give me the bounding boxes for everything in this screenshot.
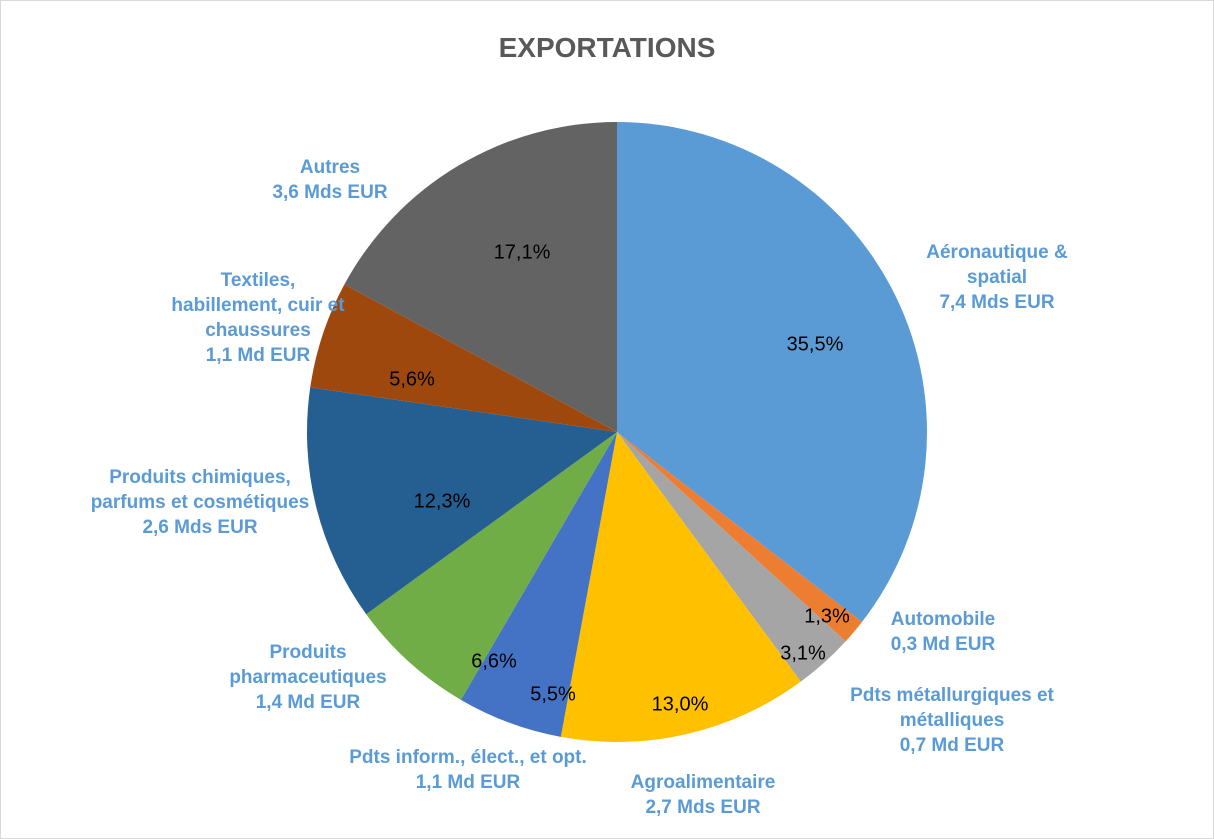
category-label-box: Produits chimiques, parfums et cosmétiqu…	[80, 465, 320, 540]
amount-label: 1,1 Md EUR	[205, 345, 311, 366]
category-label: Produits chimiques, parfums et cosmétiqu…	[90, 467, 310, 513]
category-label: Aéronautique & spatial	[926, 242, 1068, 288]
amount-label: 3,6 Mds EUR	[272, 182, 388, 203]
data-label: 5,5%	[530, 683, 576, 706]
category-label-box: Textiles, habillement, cuir et chaussure…	[168, 268, 348, 368]
data-label: 3,1%	[780, 642, 826, 665]
category-label: Pdts inform., élect., et opt.	[349, 747, 587, 768]
pie-slice	[310, 284, 617, 432]
pie-slice	[560, 432, 801, 743]
category-label: Agroalimentaire	[630, 772, 776, 793]
amount-label: 1,4 Md EUR	[255, 692, 361, 713]
amount-label: 1,1 Md EUR	[415, 772, 521, 793]
category-label-box: Produits pharmaceutiques 1,4 Md EUR	[208, 640, 408, 715]
pie-slice	[366, 432, 617, 700]
data-label: 35,5%	[786, 333, 844, 356]
data-label: 1,3%	[804, 605, 850, 628]
category-label: Produits pharmaceutiques	[229, 642, 387, 688]
category-label-box: Pdts inform., élect., et opt. 1,1 Md EUR	[303, 745, 633, 795]
amount-label: 2,6 Mds EUR	[142, 517, 258, 538]
category-label-box: Autres 3,6 Mds EUR	[245, 155, 415, 205]
category-label-box: Aéronautique & spatial 7,4 Mds EUR	[897, 240, 1097, 315]
pie-slice	[617, 432, 862, 642]
pie-slice	[460, 432, 617, 737]
category-label-box: Automobile 0,3 Md EUR	[863, 607, 1023, 657]
category-label-box: Pdts métallurgiques et métalliques 0,7 Md…	[842, 683, 1062, 758]
category-label: Autres	[299, 157, 361, 178]
amount-label: 0,7 Md EUR	[899, 735, 1005, 756]
category-label: Textiles, habillement, cuir et chaussure…	[171, 270, 345, 341]
pie-slice	[307, 387, 617, 615]
amount-label: 0,3 Md EUR	[890, 634, 996, 655]
data-label: 13,0%	[651, 693, 709, 716]
category-label-box: Agroalimentaire 2,7 Mds EUR	[588, 770, 818, 820]
data-label: 6,6%	[471, 650, 517, 673]
category-label: Automobile	[890, 609, 996, 630]
amount-label: 7,4 Mds EUR	[939, 292, 1055, 313]
pie-slice	[617, 122, 927, 623]
amount-label: 2,7 Mds EUR	[645, 797, 761, 818]
data-label: 17,1%	[493, 241, 551, 264]
pie-slice	[617, 432, 846, 682]
category-label: Pdts métallurgiques et métalliques	[850, 685, 1054, 731]
pie-slice	[344, 122, 617, 432]
chart-title: EXPORTATIONS	[498, 32, 716, 63]
data-label: 5,6%	[389, 368, 435, 391]
data-label: 12,3%	[413, 490, 471, 513]
